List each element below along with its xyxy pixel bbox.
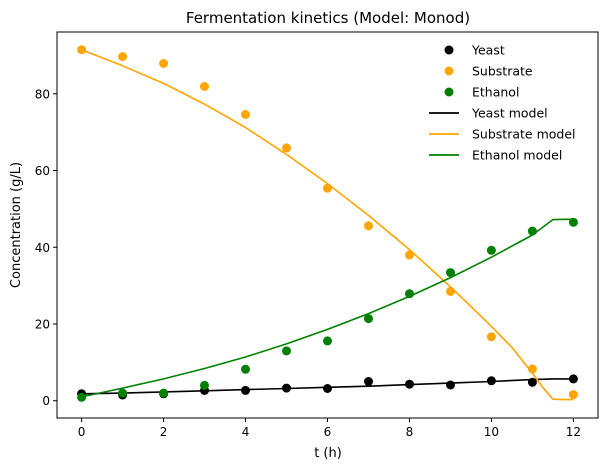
data-point-2-2 — [159, 388, 169, 398]
data-point-1-2 — [159, 59, 169, 68]
data-point-0-12 — [568, 374, 578, 384]
data-point-2-0 — [77, 392, 87, 402]
legend-marker-2 — [444, 87, 454, 97]
data-point-0-9 — [446, 380, 455, 390]
x-tick-label-3: 6 — [324, 425, 332, 439]
data-point-1-1 — [118, 52, 128, 62]
data-point-1-10 — [486, 332, 496, 342]
y-axis-ticks: 0 20 40 60 80 — [35, 87, 57, 408]
x-axis-ticks: 0 2 4 6 8 10 12 — [78, 418, 581, 439]
y-axis-label: Concentration (g/L) — [9, 162, 24, 288]
data-point-1-4 — [241, 110, 250, 119]
data-point-2-7 — [364, 314, 373, 324]
x-tick-label-0: 0 — [78, 425, 86, 439]
data-point-2-1 — [118, 388, 128, 398]
legend-marker-1 — [444, 66, 454, 76]
data-point-2-5 — [282, 346, 291, 356]
data-point-2-3 — [200, 380, 209, 390]
data-point-1-11 — [527, 364, 537, 374]
legend-label-4: Substrate model — [472, 127, 576, 142]
model-line-2 — [81, 218, 574, 398]
legend-label-1: Substrate — [472, 64, 533, 79]
data-point-1-7 — [364, 221, 373, 231]
data-point-0-5 — [282, 383, 291, 393]
y-tick-label-4: 80 — [35, 87, 50, 101]
model-line-1 — [81, 48, 574, 401]
data-point-2-11 — [527, 226, 537, 236]
data-point-1-8 — [405, 250, 414, 260]
data-point-2-6 — [323, 336, 332, 346]
plot-area — [77, 45, 578, 402]
data-point-0-10 — [486, 376, 496, 386]
data-point-0-4 — [241, 385, 250, 395]
y-tick-label-3: 60 — [35, 164, 50, 178]
data-point-0-11 — [527, 377, 537, 387]
data-point-2-9 — [446, 268, 455, 278]
y-tick-label-0: 0 — [42, 394, 50, 408]
data-point-2-10 — [486, 245, 496, 255]
data-point-2-4 — [241, 364, 250, 374]
legend-label-5: Ethanol model — [472, 148, 562, 163]
data-point-1-6 — [323, 183, 332, 193]
data-point-2-8 — [405, 289, 414, 299]
x-tick-label-1: 2 — [160, 425, 168, 439]
x-axis-label: t (h) — [314, 446, 342, 461]
x-tick-label-6: 12 — [566, 425, 581, 439]
legend: Yeast Substrate Ethanol Yeast model Substrat… — [429, 43, 576, 163]
y-tick-label-2: 40 — [35, 241, 50, 255]
x-tick-label-5: 10 — [484, 425, 499, 439]
data-point-1-9 — [446, 286, 455, 296]
data-point-1-12 — [568, 390, 578, 400]
data-point-2-12 — [568, 217, 578, 227]
model-line-0 — [81, 378, 574, 395]
legend-label-2: Ethanol — [472, 85, 519, 100]
data-point-1-5 — [282, 143, 291, 153]
chart-title: Fermentation kinetics (Model: Monod) — [186, 9, 470, 27]
legend-label-3: Yeast model — [471, 106, 548, 121]
model-lines — [81, 48, 574, 401]
data-point-1-3 — [200, 82, 209, 91]
data-point-1-0 — [77, 45, 87, 55]
x-tick-label-4: 8 — [406, 425, 414, 439]
data-point-0-8 — [405, 379, 414, 389]
data-points — [77, 45, 578, 402]
legend-label-0: Yeast — [471, 43, 505, 58]
data-point-0-6 — [323, 384, 332, 393]
x-tick-label-2: 4 — [242, 425, 250, 439]
data-point-0-7 — [364, 377, 373, 386]
y-tick-label-1: 20 — [35, 317, 50, 331]
legend-marker-0 — [444, 45, 454, 55]
